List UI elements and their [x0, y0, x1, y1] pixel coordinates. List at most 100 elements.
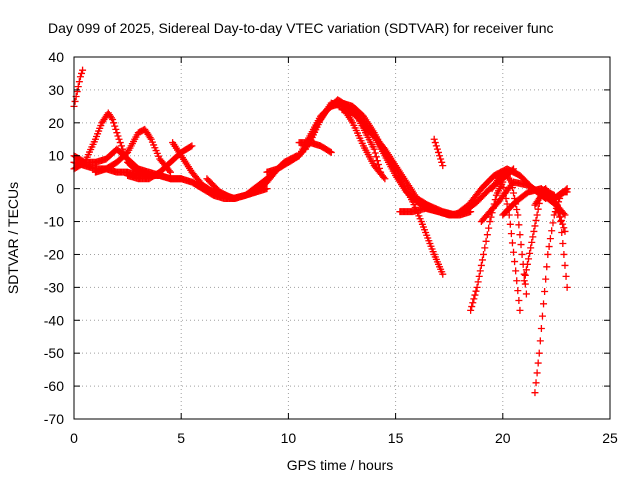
y-axis-label: SDTVAR / TECUs — [5, 182, 21, 294]
series-arc-18 — [430, 135, 447, 170]
series-arc-25 — [531, 185, 571, 397]
data-point — [376, 164, 384, 172]
data-point — [533, 211, 541, 219]
data-point — [549, 219, 557, 227]
data-point — [515, 297, 523, 305]
data-point — [541, 287, 549, 295]
data-point — [523, 260, 531, 268]
data-point — [436, 152, 444, 160]
data-point — [560, 250, 568, 258]
data-point — [551, 196, 559, 204]
data-point — [526, 249, 534, 257]
data-point — [531, 222, 539, 230]
data-point — [146, 134, 154, 142]
data-point — [326, 148, 334, 156]
x-tick-label: 15 — [388, 430, 404, 446]
data-point — [116, 139, 124, 147]
data-point — [521, 271, 529, 279]
data-point — [532, 216, 540, 224]
data-point — [535, 349, 543, 357]
data-point — [516, 231, 524, 239]
data-point — [437, 155, 445, 163]
data-point — [508, 239, 516, 247]
data-point — [469, 299, 477, 307]
data-point — [78, 69, 86, 77]
data-point — [439, 162, 447, 170]
data-point — [538, 312, 546, 320]
data-point — [561, 261, 569, 269]
data-point — [433, 145, 441, 153]
data-point — [470, 295, 478, 303]
data-point — [532, 379, 540, 387]
data-point — [561, 211, 569, 219]
data-point — [521, 280, 529, 288]
data-point — [510, 189, 518, 197]
chart-title: Day 099 of 2025, Sidereal Day-to-day VTE… — [48, 20, 554, 36]
data-point — [556, 195, 564, 203]
data-point — [552, 200, 560, 208]
plot-frame — [73, 56, 611, 420]
data-point — [520, 277, 528, 285]
data-point — [546, 235, 554, 243]
data-point — [467, 306, 475, 314]
data-point — [542, 275, 550, 283]
data-point — [478, 256, 486, 264]
y-tick-label: -30 — [44, 279, 64, 295]
data-point — [522, 290, 530, 298]
x-tick-label: 20 — [495, 430, 511, 446]
x-tick-label: 0 — [70, 430, 78, 446]
data-point — [112, 125, 120, 133]
data-point — [525, 255, 533, 263]
y-tick-label: 0 — [56, 181, 64, 197]
series-arc-1 — [70, 66, 87, 110]
data-point — [430, 135, 438, 143]
data-point — [531, 389, 539, 397]
data-point — [556, 213, 564, 221]
data-point — [534, 359, 542, 367]
y-tick-label: 20 — [48, 115, 64, 131]
series-arc-15 — [359, 122, 453, 219]
series-arc-6 — [124, 142, 196, 183]
data-point — [545, 243, 553, 251]
data-point — [553, 204, 561, 212]
data-point — [499, 178, 507, 186]
data-point — [513, 205, 521, 213]
data-point — [528, 238, 536, 246]
y-tick-label: -10 — [44, 214, 64, 230]
data-point — [514, 287, 522, 295]
x-tick-label: 25 — [602, 430, 618, 446]
data-point — [165, 167, 173, 175]
data-point — [472, 287, 480, 295]
data-point — [473, 283, 481, 291]
data-point — [550, 211, 558, 219]
data-point — [475, 272, 483, 280]
data-point — [109, 116, 117, 124]
data-point — [111, 122, 119, 130]
data-point — [557, 218, 565, 226]
series-arc-13 — [295, 139, 335, 156]
data-point — [373, 157, 381, 165]
x-axis-label: GPS time / hours — [287, 457, 394, 473]
data-point — [534, 205, 542, 213]
data-point — [559, 239, 567, 247]
data-point — [79, 66, 87, 74]
data-point — [73, 88, 81, 96]
data-point — [327, 148, 335, 156]
data-series — [70, 66, 571, 397]
data-point — [474, 278, 482, 286]
data-point — [485, 224, 493, 232]
data-point — [432, 142, 440, 150]
data-point — [544, 250, 552, 258]
data-point — [480, 250, 488, 258]
data-point — [110, 119, 118, 127]
data-point — [558, 229, 566, 237]
data-point — [507, 230, 515, 238]
data-point — [471, 291, 479, 299]
data-point — [434, 148, 442, 156]
data-point — [506, 220, 514, 228]
y-tick-label: -60 — [44, 378, 64, 394]
data-point — [518, 250, 526, 258]
y-tick-label: 40 — [48, 49, 64, 65]
data-point — [515, 221, 523, 229]
data-point — [563, 185, 571, 193]
